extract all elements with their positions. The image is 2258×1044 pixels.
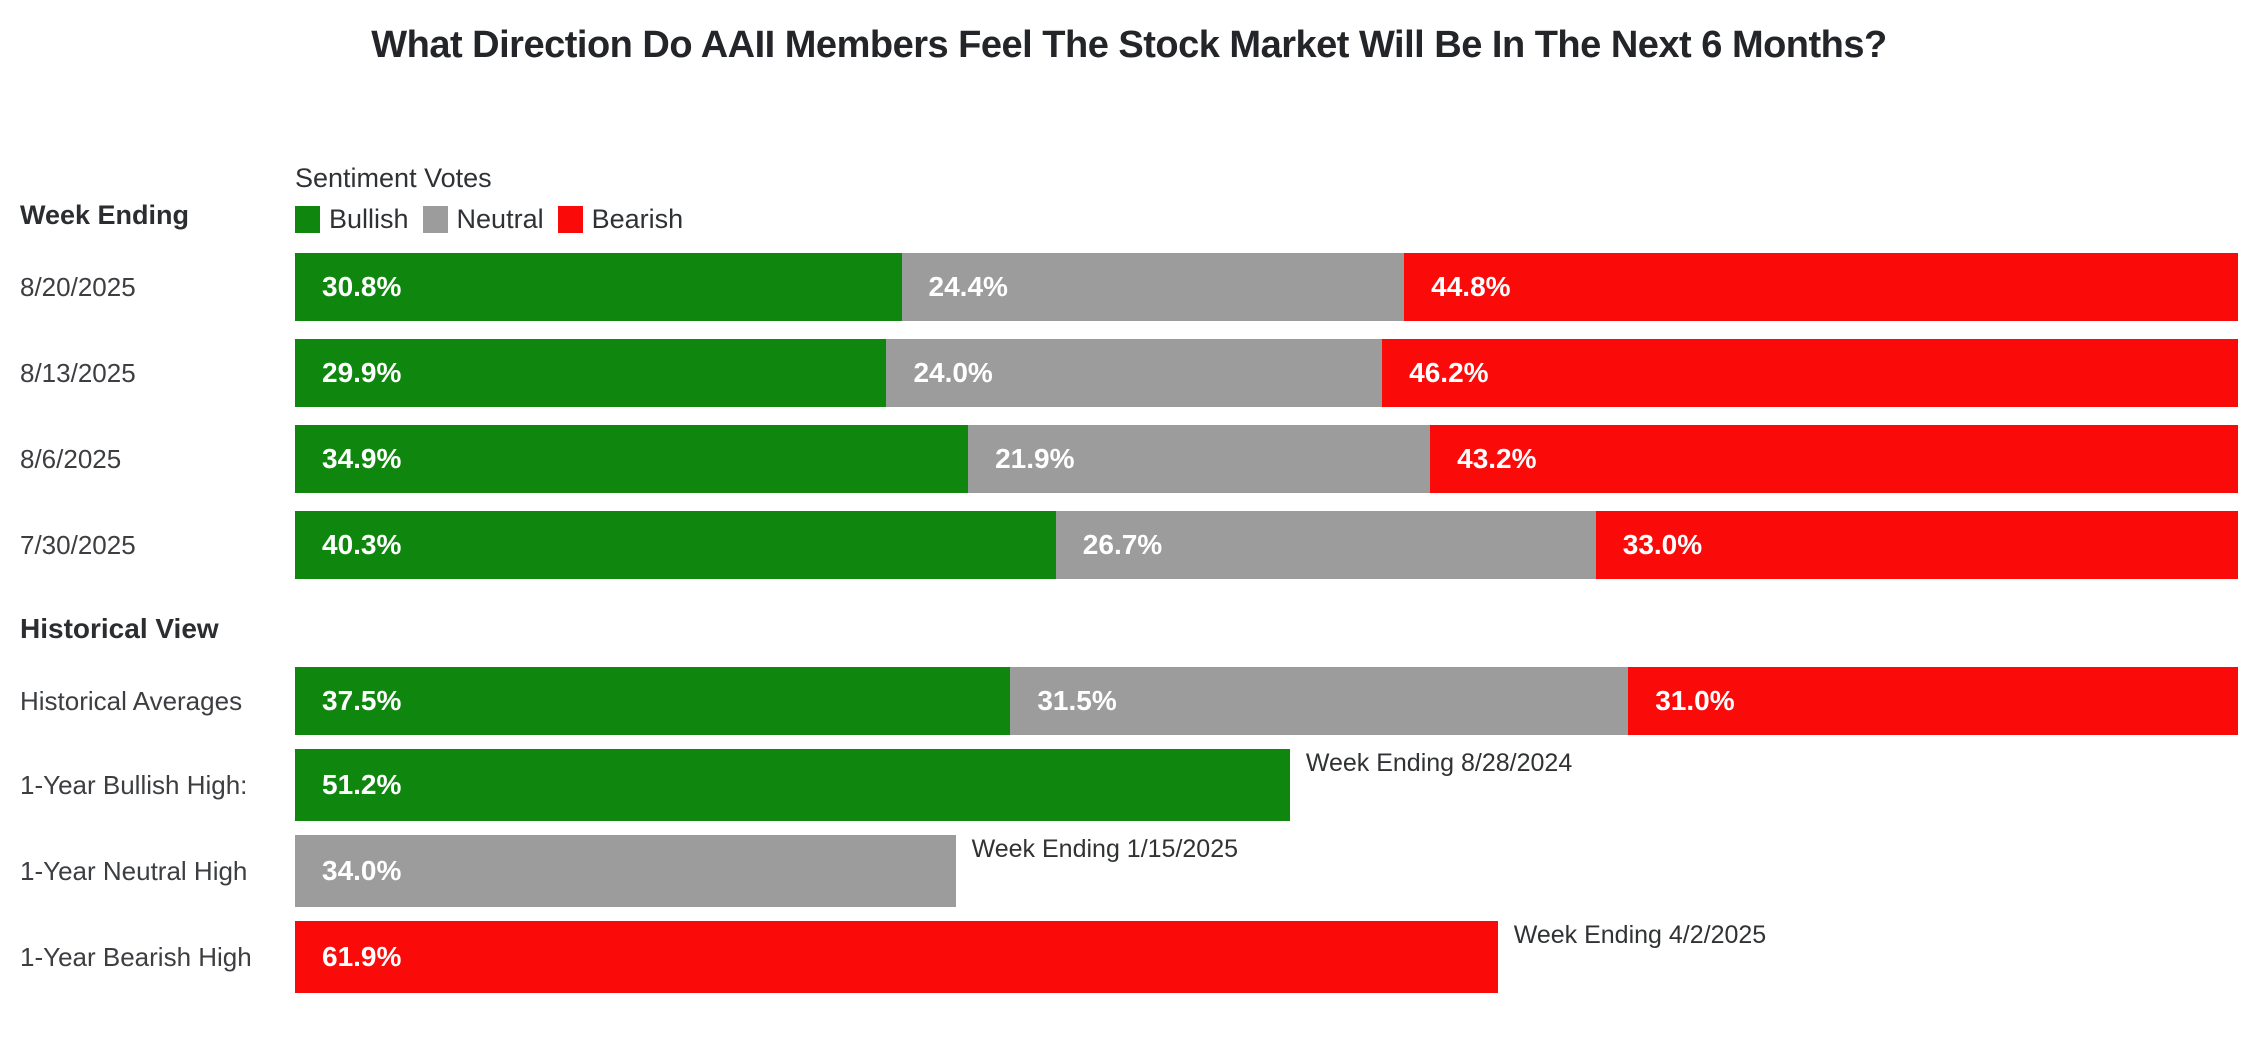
legend-block: Sentiment Votes Bullish Neutral Bearish: [295, 163, 2238, 235]
neutral-value: 24.4%: [928, 271, 1008, 302]
chart-body: Week Ending Sentiment Votes Bullish Neut…: [0, 163, 2258, 993]
bearish-value: 43.2%: [1457, 443, 1537, 474]
stacked-bar: 34.9% 21.9% 43.2%: [295, 425, 2238, 493]
bullish-segment: 29.9%: [295, 339, 887, 407]
neutral-high-row: 1-Year Neutral High 34.0% Week Ending 1/…: [0, 835, 2258, 907]
bearish-high-row: 1-Year Bearish High 61.9% Week Ending 4/…: [0, 921, 2258, 993]
bullish-high-row: 1-Year Bullish High: 51.2% Week Ending 8…: [0, 749, 2258, 821]
week-label: 7/30/2025: [20, 529, 136, 560]
bullish-value: 30.8%: [322, 271, 402, 302]
bearish-value: 33.0%: [1622, 529, 1703, 560]
bullish-segment: 30.8%: [295, 253, 902, 321]
bullish-value: 29.9%: [322, 357, 402, 388]
legend-label-bullish: Bullish: [329, 204, 409, 234]
neutral-high-label: 1-Year Neutral High: [20, 855, 248, 886]
legend-item-bearish: Bearish: [557, 204, 684, 235]
neutral-segment: 24.4%: [901, 253, 1405, 321]
sentiment-row-week-1: 8/20/2025 30.8% 24.4% 44.8%: [0, 253, 2258, 321]
sentiment-row-week-4: 7/30/2025 40.3% 26.7% 33.0%: [0, 511, 2258, 579]
bearish-value: 46.2%: [1409, 357, 1489, 388]
neutral-value: 26.7%: [1082, 529, 1163, 560]
bullish-high-label: 1-Year Bullish High:: [20, 769, 248, 800]
neutral-high-bar: 34.0%: [295, 835, 956, 907]
neutral-high-value: 34.0%: [322, 855, 402, 886]
legend-row: Week Ending Sentiment Votes Bullish Neut…: [0, 163, 2258, 235]
bullish-value: 37.5%: [322, 685, 402, 716]
week-label: 8/6/2025: [20, 443, 122, 474]
legend-item-neutral: Neutral: [422, 204, 544, 235]
bullish-value: 40.3%: [322, 529, 402, 560]
bearish-high-label: 1-Year Bearish High: [20, 941, 252, 972]
legend-title: Sentiment Votes: [295, 163, 492, 193]
neutral-swatch-icon: [422, 206, 448, 233]
stacked-bar: 29.9% 24.0% 46.2%: [295, 339, 2238, 407]
legend-item-bullish: Bullish: [295, 204, 409, 235]
historical-averages-row: Historical Averages 37.5% 31.5% 31.0%: [0, 667, 2258, 735]
legend-label-bearish: Bearish: [591, 204, 684, 234]
legend-items: Bullish Neutral Bearish: [295, 204, 2238, 235]
neutral-high-annotation: Week Ending 1/15/2025: [971, 835, 1239, 863]
bearish-value: 31.0%: [1655, 685, 1735, 716]
bearish-high-annotation: Week Ending 4/2/2025: [1513, 921, 1767, 949]
neutral-value: 31.5%: [1037, 685, 1117, 716]
bearish-segment: 33.0%: [1595, 511, 2238, 579]
bullish-segment: 40.3%: [295, 511, 1056, 579]
neutral-segment: 24.0%: [886, 339, 1383, 407]
bearish-segment: 46.2%: [1382, 339, 2238, 407]
stacked-bar: 40.3% 26.7% 33.0%: [295, 511, 2238, 579]
bearish-segment: 44.8%: [1404, 253, 2238, 321]
bearish-segment: 43.2%: [1430, 425, 2238, 493]
neutral-segment: 31.5%: [1010, 667, 1629, 735]
neutral-value: 21.9%: [995, 443, 1075, 474]
neutral-value: 24.0%: [913, 357, 993, 388]
single-bar-track: 61.9% Week Ending 4/2/2025: [295, 921, 2238, 993]
bullish-value: 34.9%: [322, 443, 402, 474]
bullish-high-annotation: Week Ending 8/28/2024: [1305, 749, 1573, 777]
bullish-high-bar: 51.2%: [295, 749, 1290, 821]
bullish-swatch-icon: [295, 206, 320, 233]
stacked-bar: 37.5% 31.5% 31.0%: [295, 667, 2238, 735]
bearish-segment: 31.0%: [1628, 667, 2238, 735]
bullish-segment: 37.5%: [295, 667, 1011, 735]
week-label: 8/13/2025: [20, 357, 136, 388]
bearish-value: 44.8%: [1431, 271, 1511, 302]
neutral-segment: 21.9%: [968, 425, 1431, 493]
historical-view-heading: Historical View: [20, 613, 219, 644]
neutral-segment: 26.7%: [1055, 511, 1596, 579]
stacked-bar: 30.8% 24.4% 44.8%: [295, 253, 2238, 321]
bullish-segment: 34.9%: [295, 425, 969, 493]
bearish-high-bar: 61.9%: [295, 921, 1498, 993]
single-bar-track: 51.2% Week Ending 8/28/2024: [295, 749, 2238, 821]
chart-title: What Direction Do AAII Members Feel The …: [371, 24, 1887, 66]
bullish-high-value: 51.2%: [322, 769, 402, 800]
sentiment-row-week-3: 8/6/2025 34.9% 21.9% 43.2%: [0, 425, 2258, 493]
historical-averages-label: Historical Averages: [20, 685, 243, 716]
bearish-swatch-icon: [557, 206, 583, 233]
single-bar-track: 34.0% Week Ending 1/15/2025: [295, 835, 2238, 907]
week-label: 8/20/2025: [20, 271, 136, 302]
week-ending-heading: Week Ending: [20, 200, 190, 230]
sentiment-row-week-2: 8/13/2025 29.9% 24.0% 46.2%: [0, 339, 2258, 407]
legend-label-neutral: Neutral: [456, 204, 544, 234]
bearish-high-value: 61.9%: [322, 941, 402, 972]
